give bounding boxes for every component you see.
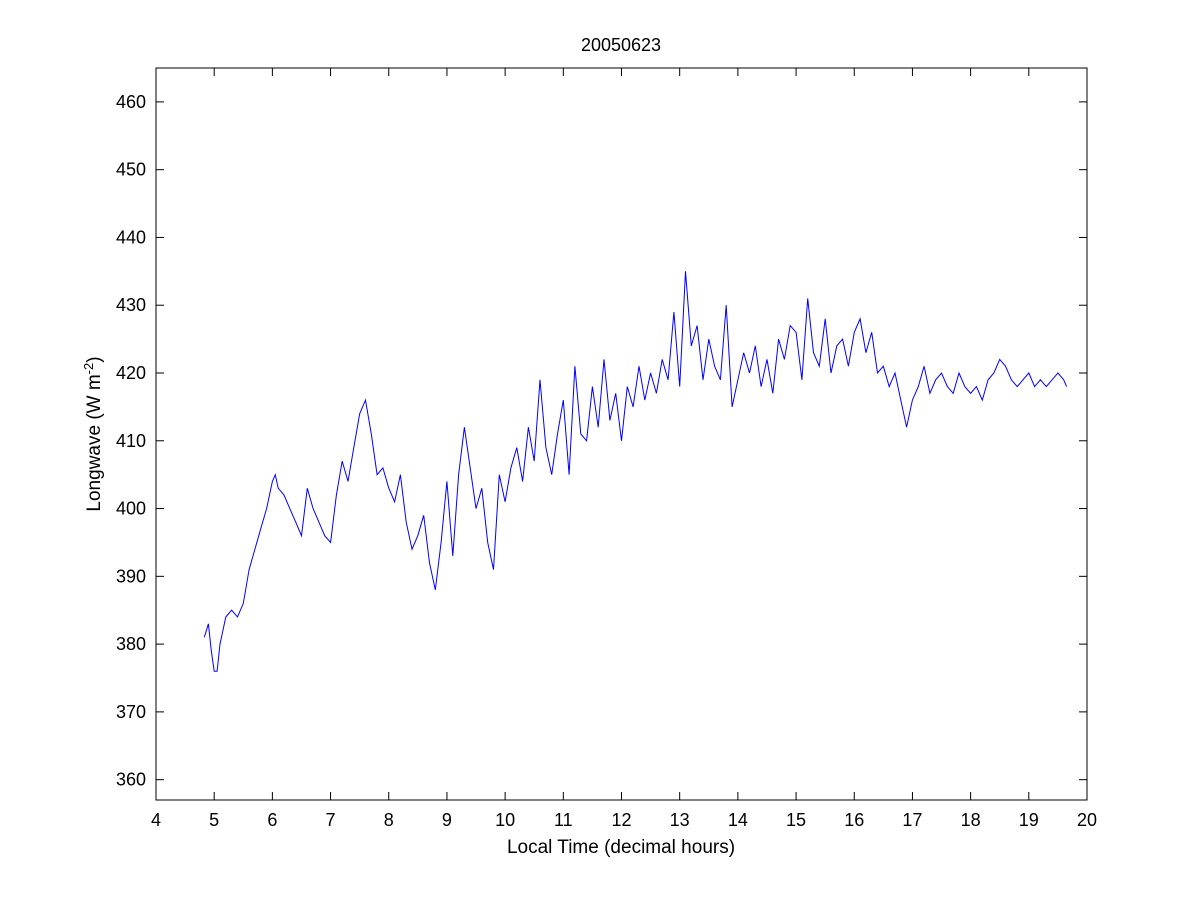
y-tick-label: 370 (116, 702, 146, 722)
y-axis-label: Longwave (W m-2) (81, 356, 105, 511)
x-tick-label: 7 (326, 810, 336, 830)
y-tick-label: 460 (116, 92, 146, 112)
x-tick-label: 4 (151, 810, 161, 830)
y-tick-label: 400 (116, 499, 146, 519)
y-tick-label: 440 (116, 227, 146, 247)
x-tick-label: 13 (670, 810, 690, 830)
x-tick-label: 17 (902, 810, 922, 830)
x-axis-label: Local Time (decimal hours) (507, 837, 735, 858)
y-axis: 360 370 380 390 400 410 420 430 440 450 460 (116, 92, 1087, 790)
longwave-series-line (203, 271, 1068, 672)
x-tick-label: 11 (554, 810, 573, 830)
x-tick-label: 12 (611, 810, 631, 830)
x-tick-label: 16 (844, 810, 864, 830)
y-axis-label-close: ) (84, 356, 105, 362)
plot-area: 4 5 6 7 8 9 10 11 12 13 14 15 16 17 18 19 20 360 370 380 39… (116, 67, 1097, 830)
x-axis: 4 5 6 7 8 9 10 11 12 13 14 15 16 17 18 19 20 (151, 68, 1097, 830)
x-tick-label: 8 (384, 810, 394, 830)
y-tick-label: 380 (116, 634, 146, 654)
y-tick-label: 450 (116, 160, 146, 180)
y-tick-label: 430 (116, 295, 146, 315)
y-axis-label-superscript: -2 (81, 363, 96, 375)
x-tick-label: 10 (495, 810, 515, 830)
y-tick-label: 410 (116, 431, 146, 451)
x-tick-label: 5 (209, 810, 219, 830)
x-tick-label: 18 (961, 810, 981, 830)
y-axis-label-main: Longwave (W m (84, 374, 105, 511)
x-tick-label: 6 (267, 810, 277, 830)
x-tick-label: 9 (442, 810, 452, 830)
x-tick-label: 14 (728, 810, 748, 830)
x-tick-label: 20 (1077, 810, 1097, 830)
y-tick-label: 360 (116, 770, 146, 790)
y-tick-label: 390 (116, 566, 146, 586)
y-tick-label: 420 (116, 363, 146, 383)
chart-title: 20050623 (581, 35, 661, 55)
x-tick-label: 15 (786, 810, 806, 830)
axes-frame (155, 67, 1088, 801)
x-tick-label: 19 (1019, 810, 1039, 830)
